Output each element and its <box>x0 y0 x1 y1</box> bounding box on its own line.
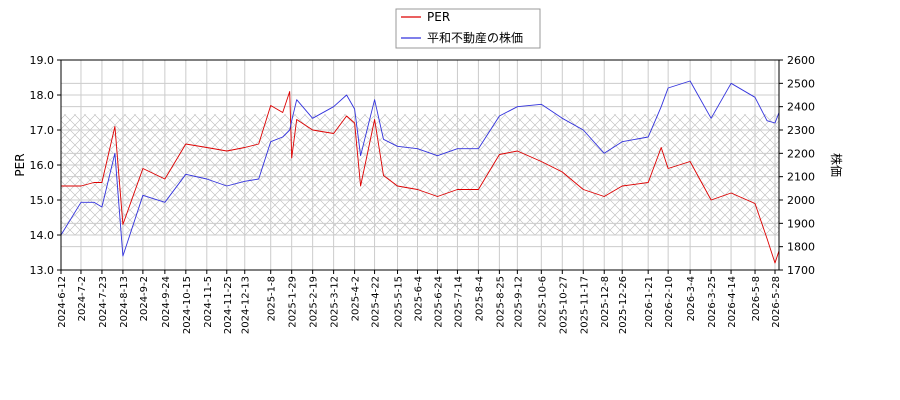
x-tick-label: 2026-2-10 <box>664 276 675 328</box>
legend-label-per: PER <box>427 10 450 24</box>
x-tick-label: 2025-11-17 <box>579 276 590 334</box>
legend: PER 平和不動産の株価 <box>395 8 541 49</box>
y-axis-label-right: 株価 <box>829 153 844 177</box>
x-tick-label: 2024-7-23 <box>98 276 109 328</box>
series-lines <box>61 80 779 264</box>
x-tick-label: 2025-12-26 <box>618 276 629 334</box>
x-tick-label: 2024-9-2 <box>139 276 150 321</box>
right-y-tick-label: 1700 <box>787 264 815 277</box>
x-tick-label: 2025-6-4 <box>414 276 425 321</box>
right-y-tick-label: 2600 <box>787 54 815 67</box>
left-y-tick-label: 16.0 <box>30 159 55 172</box>
right-y-tick-label: 1800 <box>787 241 815 254</box>
y-axis-label-left: PER <box>13 153 27 176</box>
x-tick-label: 2025-10-27 <box>558 276 569 334</box>
x-tick-label: 2025-5-15 <box>394 276 405 328</box>
x-tick-label: 2025-10-6 <box>537 276 548 328</box>
legend-label-stock-price: 平和不動産の株価 <box>427 30 523 45</box>
x-tick-label: 2025-8-4 <box>474 276 485 321</box>
hatched-band <box>61 114 779 235</box>
x-tick-label: 2025-4-22 <box>371 276 382 328</box>
left-y-tick-label: 13.0 <box>30 264 55 277</box>
x-tick-label: 2024-12-13 <box>241 276 252 334</box>
right-y-tick-label: 2200 <box>787 147 815 160</box>
left-y-tick-label: 15.0 <box>30 194 55 207</box>
x-tick-label: 2024-9-24 <box>161 276 172 328</box>
x-tick-label: 2024-10-15 <box>182 276 193 334</box>
x-ticks: 2024-6-12 2024-7-2 2024-7-23 2024-8-13 2024-… <box>57 270 782 334</box>
right-y-tick-label: 1900 <box>787 217 815 230</box>
x-tick-label: 2026-5-28 <box>771 276 782 328</box>
x-tick-label: 2026-4-14 <box>727 276 738 328</box>
right-y-tick-label: 2100 <box>787 171 815 184</box>
x-tick-label: 2024-6-12 <box>57 276 68 328</box>
left-y-tick-label: 19.0 <box>30 54 55 67</box>
left-y-tick-label: 14.0 <box>30 229 55 242</box>
left-y-tick-label: 17.0 <box>30 124 55 137</box>
x-tick-label: 2026-3-25 <box>707 276 718 328</box>
x-tick-label: 2025-12-8 <box>600 276 611 328</box>
x-tick-label: 2025-1-29 <box>288 276 299 328</box>
right-y-tick-label: 2000 <box>787 194 815 207</box>
x-tick-label: 2024-8-13 <box>119 276 130 328</box>
x-tick-label: 2025-8-25 <box>495 276 506 328</box>
legend-box <box>395 8 541 49</box>
x-tick-label: 2026-5-8 <box>751 276 762 321</box>
right-y-tick-label: 2400 <box>787 101 815 114</box>
x-tick-label: 2025-7-14 <box>453 276 464 328</box>
x-tick-label: 2025-6-24 <box>433 276 444 328</box>
left-y-ticks: 13.0 14.0 15.0 16.0 17.0 18.0 19.0 <box>30 54 61 277</box>
x-tick-label: 2024-11-5 <box>203 276 214 328</box>
x-tick-label: 2026-3-4 <box>686 276 697 321</box>
left-y-tick-label: 18.0 <box>30 89 55 102</box>
x-tick-label: 2025-4-2 <box>351 276 362 321</box>
per-series-line <box>61 91 779 264</box>
x-tick-label: 2025-9-12 <box>513 276 524 328</box>
x-tick-label: 2024-7-2 <box>77 276 88 321</box>
x-tick-label: 2025-3-12 <box>330 276 341 328</box>
right-y-tick-label: 2300 <box>787 124 815 137</box>
x-tick-label: 2025-2-19 <box>309 276 320 328</box>
x-tick-label: 2024-11-25 <box>223 276 234 334</box>
x-tick-label: 2025-1-8 <box>267 276 278 321</box>
right-y-tick-label: 2500 <box>787 77 815 90</box>
right-y-ticks: 1700 1800 1900 2000 2100 2200 2300 2400 2500 2600 <box>779 54 815 277</box>
stock-price-series-line <box>61 80 779 257</box>
x-tick-label: 2026-1-21 <box>644 276 655 328</box>
